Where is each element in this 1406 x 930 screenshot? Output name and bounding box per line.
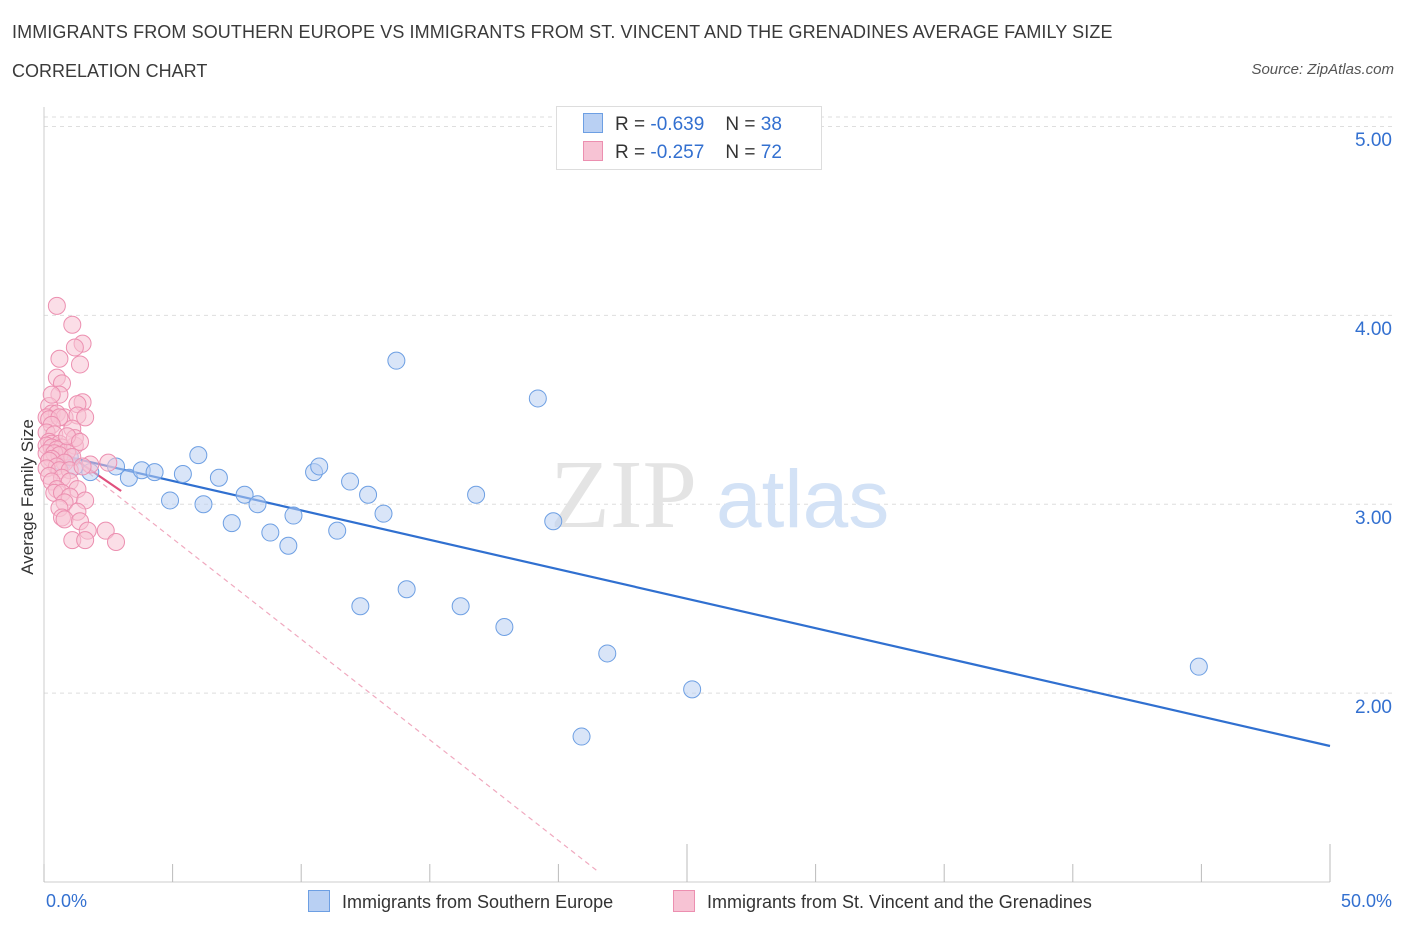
n-value: 72 [760,142,782,163]
point-southern-europe [387,351,406,370]
r-label: R = [615,114,646,135]
point-southern-europe [374,504,393,523]
point-st-vincent [55,510,74,529]
point-st-vincent [71,432,90,451]
point-st-vincent [76,531,95,550]
point-southern-europe [598,644,617,663]
watermark-atlas: atlas [716,454,889,545]
point-southern-europe [351,597,370,616]
point-southern-europe [528,389,547,408]
point-southern-europe [1189,657,1208,676]
point-st-vincent [47,296,66,315]
point-southern-europe [467,485,486,504]
legend-label: Immigrants from St. Vincent and the Gren… [707,892,1092,912]
y-tick-label: 4.00 [1355,319,1392,341]
point-st-vincent [99,453,118,472]
point-southern-europe [310,457,329,476]
data-points [37,296,1208,746]
n-label: N = [725,142,756,163]
point-southern-europe [235,485,254,504]
source-label: Source: ZipAtlas.com [1251,61,1394,78]
legend-row-southern-europe: R = -0.639 N = 38 [583,113,782,137]
point-st-vincent [76,408,95,427]
n-value: 38 [760,114,782,135]
trend-line-extended [46,439,598,872]
point-southern-europe [279,536,298,555]
axes [43,107,1331,883]
point-southern-europe [284,506,303,525]
legend-row-st-vincent: R = -0.257 N = 72 [583,141,782,165]
x-tick-label-min: 0.0% [46,891,88,911]
y-tick-label: 5.00 [1355,130,1392,152]
y-tick-label: 2.00 [1355,697,1392,719]
point-southern-europe [544,512,563,531]
point-southern-europe [451,597,470,616]
legend-item-st-vincent: Immigrants from St. Vincent and the Gren… [673,890,1092,913]
point-southern-europe [261,523,280,542]
point-southern-europe [397,580,416,599]
point-southern-europe [145,463,164,482]
point-southern-europe [572,727,591,746]
point-southern-europe [359,485,378,504]
watermark: ZIP atlas [550,441,889,549]
chart-title: IMMIGRANTS FROM SOUTHERN EUROPE VS IMMIG… [12,22,1113,42]
point-southern-europe [173,465,192,483]
point-southern-europe [222,514,241,533]
point-southern-europe [683,680,702,699]
y-tick-label: 3.00 [1355,508,1392,530]
point-southern-europe [248,495,267,514]
r-value: -0.639 [650,114,705,135]
watermark-zip: ZIP [550,441,697,549]
legend-swatch-blue [308,890,330,912]
r-value: -0.257 [650,142,705,163]
correlation-legend: R = -0.639 N = 38 R = -0.257 N = 72 [556,106,822,170]
legend-swatch-pink [673,890,695,912]
point-southern-europe [341,472,360,491]
legend-label: Immigrants from Southern Europe [342,892,614,912]
y-axis-label: Average Family Size [18,419,37,575]
point-st-vincent [107,533,126,551]
x-tick-label-max: 50.0% [1340,891,1392,911]
point-st-vincent [65,338,84,357]
point-southern-europe [328,521,347,540]
r-label: R = [615,142,646,163]
legend-item-southern-europe: Immigrants from Southern Europe [308,890,613,913]
point-southern-europe [189,446,208,465]
n-label: N = [725,114,756,135]
point-st-vincent [96,521,115,540]
point-st-vincent [63,315,82,334]
point-st-vincent [42,385,61,404]
point-southern-europe [495,618,514,636]
legend-swatch-pink [583,141,603,161]
point-st-vincent [73,457,92,476]
chart-subtitle: CORRELATION CHART [12,61,208,81]
point-southern-europe [161,491,180,510]
point-southern-europe [209,468,228,487]
legend-swatch-blue [583,113,603,133]
point-southern-europe [194,495,213,514]
point-st-vincent [71,355,90,374]
point-st-vincent [50,349,69,368]
